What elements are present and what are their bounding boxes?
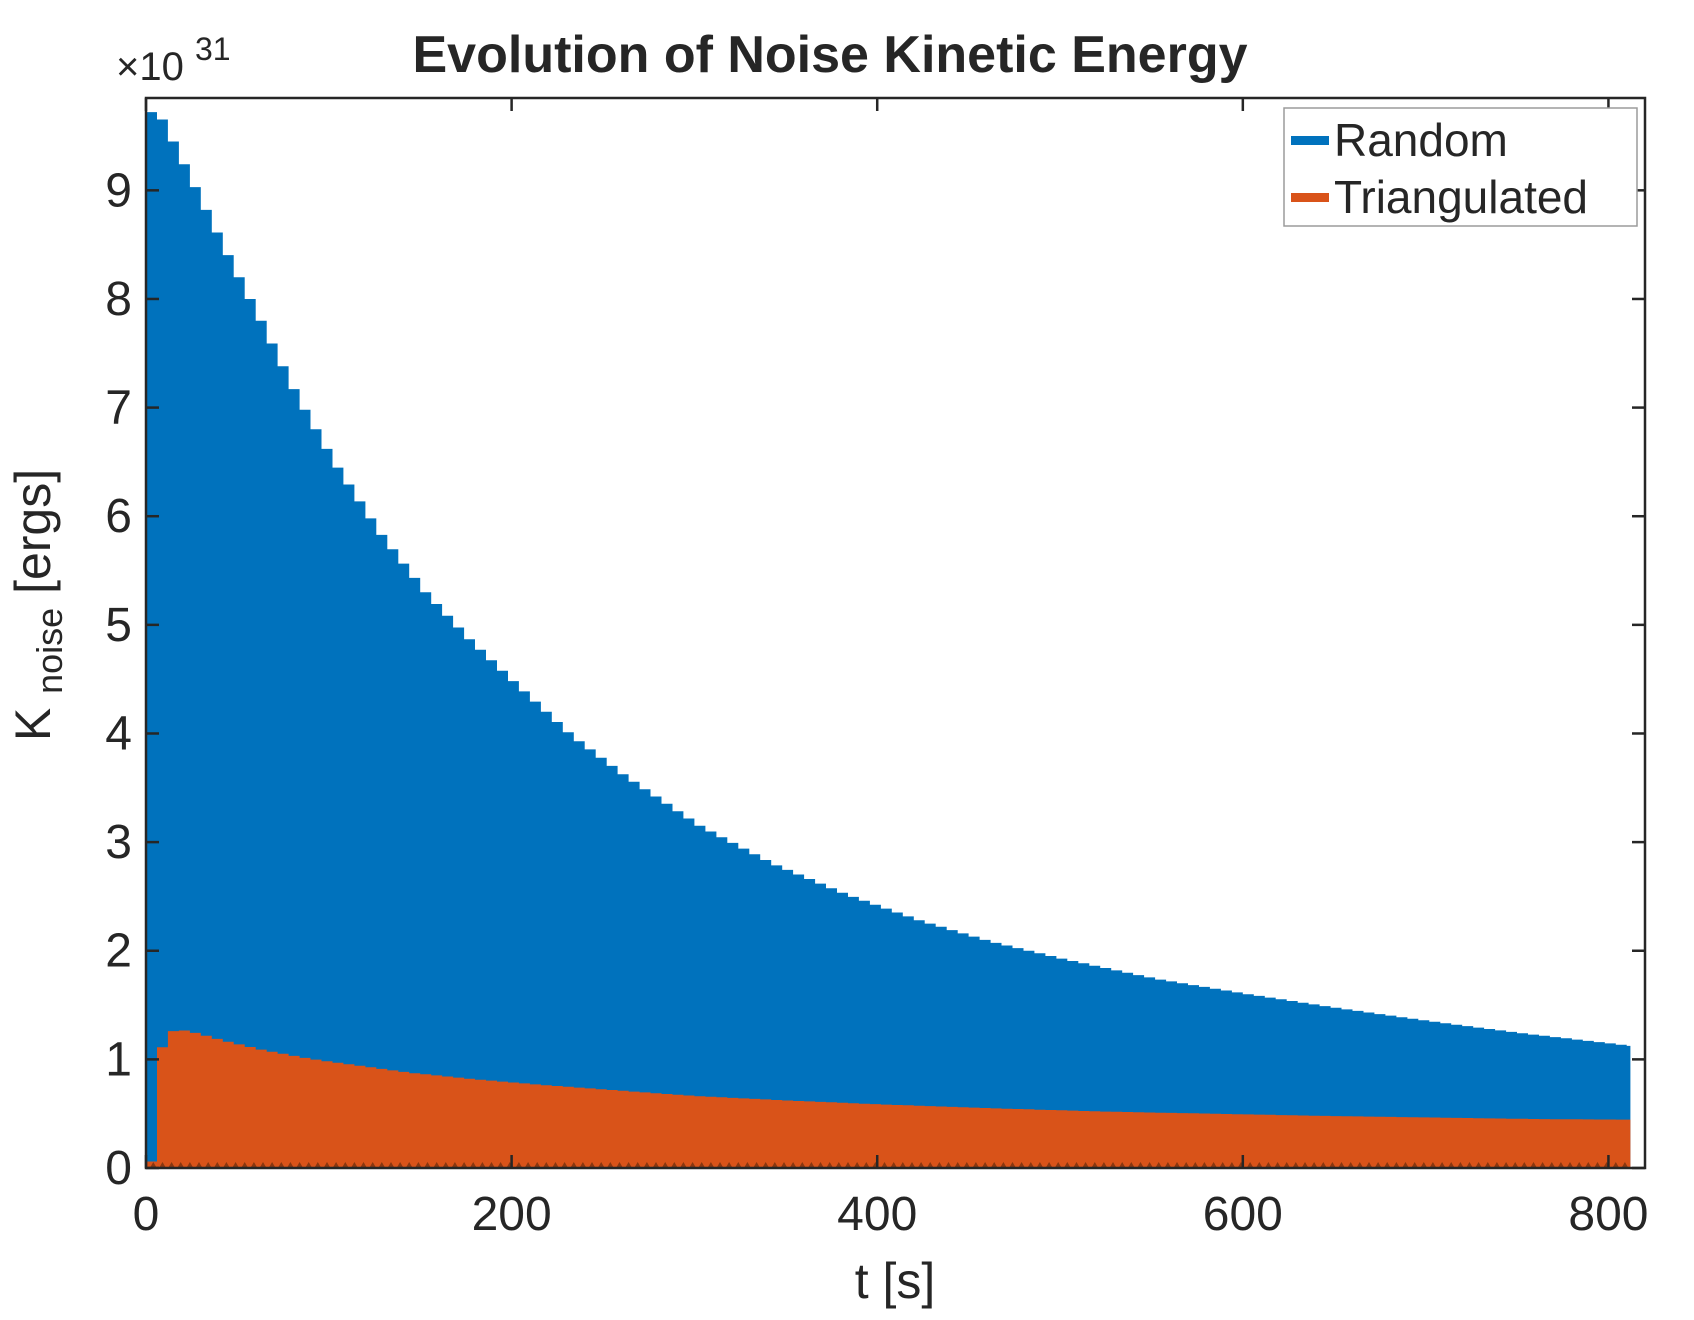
- legend-swatch-random: [1291, 136, 1329, 145]
- x-tick-label: 600: [1203, 1188, 1283, 1241]
- baseline-notches: [149, 1162, 1629, 1168]
- tick-group: [144, 98, 1645, 1170]
- y-tick-label: 0: [105, 1142, 132, 1195]
- series-fill-triangulated: [146, 1030, 1631, 1168]
- legend-box: [1283, 107, 1638, 227]
- legend-label-triangulated: Triangulated: [1334, 171, 1588, 223]
- y-tick-label: 3: [105, 816, 132, 869]
- offset-mantissa: ×10: [116, 45, 184, 89]
- y-tick-label: 2: [105, 925, 132, 978]
- x-tick-label: 200: [472, 1188, 552, 1241]
- legend-swatch-triangulated: [1291, 193, 1329, 202]
- x-tick-label: 0: [133, 1188, 160, 1241]
- y-label-units: [ergs]: [5, 469, 61, 594]
- y-tick-label: 5: [105, 599, 132, 652]
- oscillation-minima-marks: [149, 1162, 1629, 1168]
- y-axis-offset-label: ×10 31: [116, 31, 231, 89]
- chart-title: Evolution of Noise Kinetic Energy: [413, 26, 1248, 84]
- y-axis-label: K noise [ergs]: [5, 469, 73, 741]
- offset-exponent: 31: [195, 31, 231, 67]
- legend-label-random: Random: [1334, 114, 1508, 166]
- series-group: [146, 112, 1631, 1169]
- series-fill-random: [146, 112, 1631, 1169]
- y-tick-label: 6: [105, 490, 132, 543]
- y-tick-label: 1: [105, 1033, 132, 1086]
- x-tick-label: 800: [1568, 1188, 1648, 1241]
- tick-label-group: 0 200 400 600 800 0 1 2 3 4 5 6 7 8 9: [105, 164, 1648, 1241]
- axes-box: [144, 96, 1647, 1170]
- y-label-main: K: [5, 708, 61, 741]
- y-tick-label: 9: [105, 164, 132, 217]
- x-axis-label: t [s]: [855, 1253, 936, 1309]
- legend: Random Triangulated: [1283, 107, 1638, 227]
- y-tick-label: 8: [105, 273, 132, 326]
- y-tick-label: 4: [105, 707, 132, 760]
- y-label-sub: noise: [29, 608, 70, 694]
- x-tick-label: 400: [837, 1188, 917, 1241]
- y-tick-label: 7: [105, 382, 132, 435]
